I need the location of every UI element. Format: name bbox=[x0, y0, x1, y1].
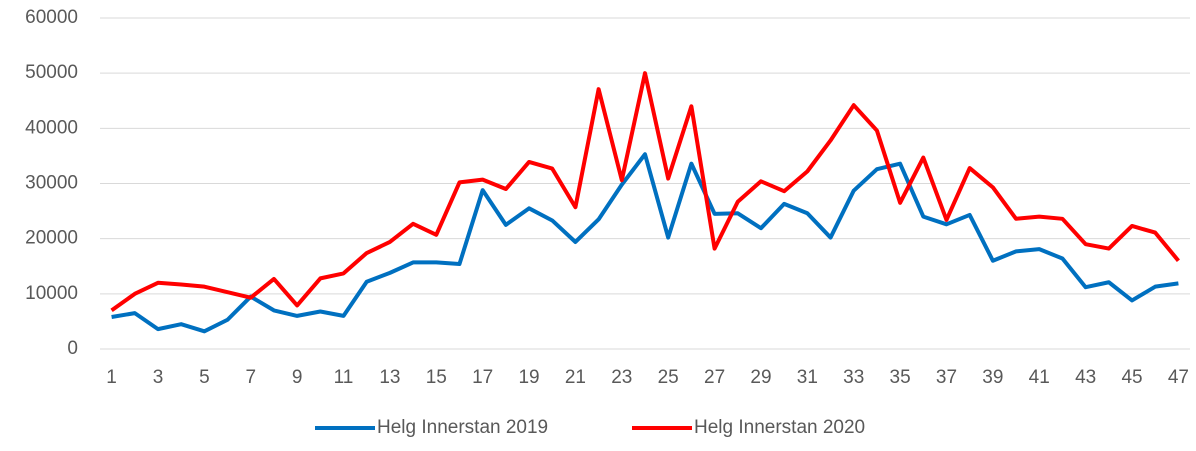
x-tick-label: 7 bbox=[245, 367, 256, 388]
y-tick-label: 30000 bbox=[25, 173, 78, 194]
x-tick-label: 29 bbox=[750, 367, 771, 388]
x-tick-label: 15 bbox=[426, 367, 447, 388]
series-line bbox=[110, 71, 1180, 313]
y-tick-label: 40000 bbox=[25, 117, 78, 138]
x-tick-label: 25 bbox=[658, 367, 679, 388]
x-tick-label: 1 bbox=[106, 367, 117, 388]
x-tick-label: 5 bbox=[199, 367, 210, 388]
x-tick-label: 41 bbox=[1029, 367, 1050, 388]
x-tick-label: 13 bbox=[379, 367, 400, 388]
legend-label: Helg Innerstan 2019 bbox=[377, 417, 548, 438]
x-tick-label: 11 bbox=[334, 367, 354, 388]
x-tick-label: 3 bbox=[153, 367, 164, 388]
x-tick-label: 37 bbox=[936, 367, 957, 388]
x-tick-label: 31 bbox=[797, 367, 818, 388]
x-tick-label: 39 bbox=[982, 367, 1003, 388]
x-tick-label: 27 bbox=[704, 367, 725, 388]
x-tick-label: 47 bbox=[1168, 367, 1189, 388]
x-tick-label: 21 bbox=[565, 367, 586, 388]
x-tick-label: 19 bbox=[518, 367, 539, 388]
x-tick-label: 33 bbox=[843, 367, 864, 388]
x-tick-label: 17 bbox=[472, 367, 493, 388]
x-tick-label: 43 bbox=[1075, 367, 1096, 388]
y-tick-label: 10000 bbox=[25, 283, 78, 304]
y-tick-label: 0 bbox=[67, 338, 78, 359]
x-tick-label: 35 bbox=[890, 367, 911, 388]
x-tick-label: 9 bbox=[292, 367, 303, 388]
y-tick-label: 60000 bbox=[25, 7, 78, 28]
y-tick-label: 50000 bbox=[25, 62, 78, 83]
y-tick-label: 20000 bbox=[25, 228, 78, 249]
x-tick-label: 23 bbox=[611, 367, 632, 388]
series-line bbox=[111, 152, 1179, 334]
legend-label: Helg Innerstan 2020 bbox=[694, 417, 865, 438]
x-tick-label: 45 bbox=[1121, 367, 1142, 388]
